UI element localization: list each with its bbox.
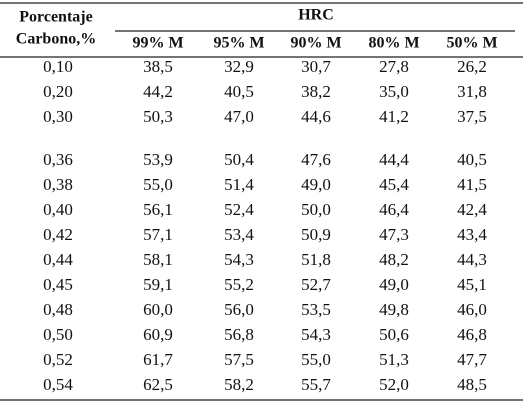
row-header: Porcentaje bbox=[19, 9, 92, 26]
hrc-cell: 53,9 bbox=[143, 150, 173, 169]
hrc-cell: 40,5 bbox=[457, 150, 487, 169]
hrc-cell: 26,2 bbox=[457, 57, 487, 76]
hrc-cell: 44,2 bbox=[143, 82, 173, 101]
hrc-cell: 49,0 bbox=[301, 175, 331, 194]
hrc-cell: 50,3 bbox=[143, 107, 173, 126]
column-header: 50% M bbox=[446, 35, 497, 52]
carbon-cell: 0,52 bbox=[43, 350, 73, 369]
hrc-cell: 31,8 bbox=[457, 82, 487, 101]
hrc-cell: 49,0 bbox=[379, 275, 409, 294]
hrc-cell: 44,6 bbox=[301, 107, 331, 126]
hrc-cell: 50,0 bbox=[301, 200, 331, 219]
hrc-cell: 55,0 bbox=[143, 175, 173, 194]
hrc-cell: 56,8 bbox=[224, 325, 254, 344]
hrc-cell: 52,4 bbox=[224, 200, 254, 219]
hrc-cell: 48,5 bbox=[457, 375, 487, 394]
carbon-cell: 0,54 bbox=[43, 375, 73, 394]
hrc-cell: 57,5 bbox=[224, 350, 254, 369]
hrc-cell: 56,1 bbox=[143, 200, 173, 219]
hrc-cell: 38,5 bbox=[143, 57, 173, 76]
hrc-cell: 62,5 bbox=[143, 375, 173, 394]
group-header: HRC bbox=[298, 7, 334, 24]
hrc-cell: 54,3 bbox=[301, 325, 331, 344]
hrc-cell: 52,0 bbox=[379, 375, 409, 394]
hrc-cell: 49,8 bbox=[379, 300, 409, 319]
hrc-cell: 48,2 bbox=[379, 250, 409, 269]
hrc-cell: 60,0 bbox=[143, 300, 173, 319]
carbon-cell: 0,48 bbox=[43, 300, 73, 319]
carbon-cell: 0,10 bbox=[43, 57, 73, 76]
hrc-cell: 60,9 bbox=[143, 325, 173, 344]
carbon-cell: 0,44 bbox=[43, 250, 73, 269]
hrc-cell: 57,1 bbox=[143, 225, 173, 244]
hrc-cell: 44,3 bbox=[457, 250, 487, 269]
hrc-cell: 45,4 bbox=[379, 175, 409, 194]
hrc-cell: 46,8 bbox=[457, 325, 487, 344]
hrc-cell: 27,8 bbox=[379, 57, 409, 76]
hrc-cell: 32,9 bbox=[224, 57, 254, 76]
hrc-cell: 30,7 bbox=[301, 57, 331, 76]
hrc-cell: 35,0 bbox=[379, 82, 409, 101]
carbon-cell: 0,40 bbox=[43, 200, 73, 219]
hrc-cell: 41,5 bbox=[457, 175, 487, 194]
hrc-cell: 44,4 bbox=[379, 150, 409, 169]
hrc-cell: 53,5 bbox=[301, 300, 331, 319]
column-header: 90% M bbox=[290, 35, 341, 52]
carbon-cell: 0,42 bbox=[43, 225, 73, 244]
hrc-cell: 46,4 bbox=[379, 200, 409, 219]
hrc-cell: 55,0 bbox=[301, 350, 331, 369]
column-header: 95% M bbox=[213, 35, 264, 52]
hrc-cell: 55,2 bbox=[224, 275, 254, 294]
row-header: Carbono,% bbox=[16, 31, 96, 48]
carbon-cell: 0,38 bbox=[43, 175, 73, 194]
hrc-cell: 46,0 bbox=[457, 300, 487, 319]
hrc-cell: 47,0 bbox=[224, 107, 254, 126]
carbon-cell: 0,50 bbox=[43, 325, 73, 344]
hrc-cell: 41,2 bbox=[379, 107, 409, 126]
carbon-cell: 0,20 bbox=[43, 82, 73, 101]
hrc-cell: 59,1 bbox=[143, 275, 173, 294]
column-header: 99% M bbox=[132, 35, 183, 52]
carbon-cell: 0,45 bbox=[43, 275, 73, 294]
hrc-cell: 61,7 bbox=[143, 350, 173, 369]
hrc-cell: 51,3 bbox=[379, 350, 409, 369]
hrc-cell: 38,2 bbox=[301, 82, 331, 101]
hrc-cell: 51,8 bbox=[301, 250, 331, 269]
hrc-cell: 50,9 bbox=[301, 225, 331, 244]
hrc-cell: 58,1 bbox=[143, 250, 173, 269]
hrc-cell: 47,3 bbox=[379, 225, 409, 244]
column-header: 80% M bbox=[368, 35, 419, 52]
hrc-cell: 50,6 bbox=[379, 325, 409, 344]
hrc-cell: 45,1 bbox=[457, 275, 487, 294]
carbon-cell: 0,36 bbox=[43, 150, 73, 169]
hrc-cell: 43,4 bbox=[457, 225, 487, 244]
hrc-cell: 54,3 bbox=[224, 250, 254, 269]
hrc-cell: 40,5 bbox=[224, 82, 254, 101]
hrc-cell: 50,4 bbox=[224, 150, 254, 169]
carbon-cell: 0,30 bbox=[43, 107, 73, 126]
hrc-cell: 53,4 bbox=[224, 225, 254, 244]
hrc-cell: 52,7 bbox=[301, 275, 331, 294]
hrc-cell: 51,4 bbox=[224, 175, 254, 194]
hrc-cell: 42,4 bbox=[457, 200, 487, 219]
hrc-cell: 56,0 bbox=[224, 300, 254, 319]
hrc-cell: 47,6 bbox=[301, 150, 331, 169]
hrc-cell: 58,2 bbox=[224, 375, 254, 394]
hrc-cell: 37,5 bbox=[457, 107, 487, 126]
hrc-cell: 47,7 bbox=[457, 350, 487, 369]
hrc-cell: 55,7 bbox=[301, 375, 331, 394]
